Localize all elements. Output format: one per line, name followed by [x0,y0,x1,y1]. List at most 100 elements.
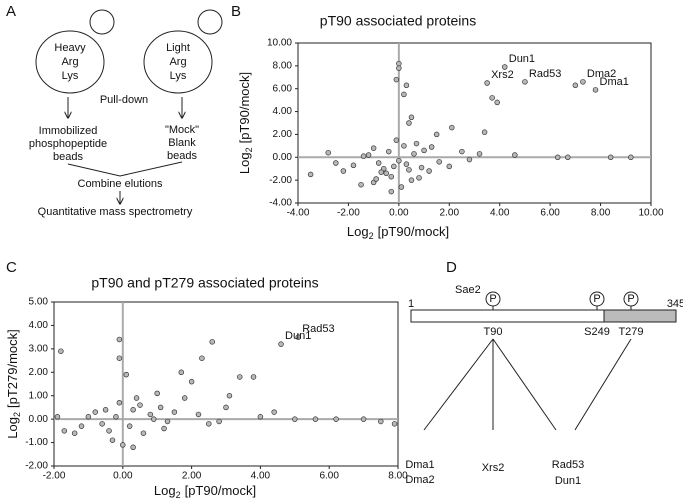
y-tick-label: 2.00 [273,129,293,140]
point [502,64,508,70]
point [61,428,68,434]
panel-label: A [6,3,16,20]
x-tick-label: 4.00 [490,208,510,219]
point-label: Rad53 [302,323,334,335]
point [154,390,160,397]
y-tick-label: -4.00 [269,198,292,209]
plot-frame [53,301,399,467]
point [396,65,402,71]
cell [143,30,213,94]
point [393,137,400,143]
cell-text: Lys [170,70,187,82]
point [401,91,407,98]
step-text: beads [53,151,83,163]
point [391,421,398,427]
point [396,60,402,67]
point [333,416,339,422]
point [123,371,129,378]
point [484,80,490,86]
step-text: Pull-down [100,94,148,106]
residue: 1 [408,298,414,310]
point-label: Xrs2 [491,69,514,81]
point [58,348,64,354]
x-tick-label: 2.00 [440,208,460,219]
cell-text: Heavy [54,42,86,54]
point-label: Dma1 [600,76,629,88]
point [137,402,143,408]
y-tick-label: 8.00 [273,60,293,71]
point [459,148,465,155]
point [116,399,123,406]
point [102,407,109,413]
phospho-site [623,291,639,307]
y-tick-label: -2.00 [25,461,48,472]
point [271,409,277,415]
point [92,409,99,415]
y-tick-label: -2.00 [269,175,292,186]
point [386,148,392,155]
y-tick-label: 2.00 [29,367,49,378]
y-tick-label: 10.00 [267,38,292,49]
point [209,339,215,345]
phospho-site [485,291,501,307]
point [388,173,395,180]
point [130,444,136,451]
point [99,421,105,427]
point [592,87,599,93]
point [449,124,455,131]
point [418,164,425,171]
point [278,341,284,347]
point [421,147,427,154]
point [554,154,561,161]
point [78,423,85,429]
point [325,149,332,156]
point [378,418,384,425]
point [171,409,178,415]
point [164,418,171,425]
point [388,188,395,195]
point [133,395,140,401]
point [565,154,571,161]
point [147,411,154,418]
point [365,152,372,158]
point [446,163,453,170]
target: Xrs2 [482,462,505,474]
y-tick-label: 3.00 [29,343,49,354]
chart-title: pT90 associated proteins [320,13,476,29]
step-text: phosphopeptide [29,138,107,150]
x-tick-label: 6.00 [540,208,560,219]
point-label: Dun1 [285,330,311,342]
point [607,154,614,161]
cell-text: Arg [61,56,78,68]
point-label: Dun1 [509,53,535,65]
point [512,152,518,158]
x-tick-label: 10.00 [638,208,663,219]
point [406,120,412,126]
protein-region [603,309,677,323]
phospho-text: P [627,293,634,305]
point [428,144,435,150]
point [373,176,379,182]
chart-title: pT90 and pT279 associated proteins [91,275,318,291]
point [140,430,147,436]
point [398,184,405,190]
axis-label: Log2 [pT90/mock] [154,483,256,500]
y-tick-label: 6.00 [273,83,293,94]
point [312,416,319,422]
y-tick-label: 5.00 [29,297,49,308]
residue: 345 [667,298,683,310]
target: Dma1 [405,459,434,471]
site-label: T90 [484,326,503,338]
axis-label: Log2 [pT90/mock] [237,72,254,174]
x-tick-label: 4.00 [251,471,271,482]
point [522,79,528,85]
axis-label-part: Log [5,417,20,439]
point [494,99,500,106]
point [250,374,257,380]
panel-d: Sae2 1 345 P P P T90 S249 T279 Dma1 Dma2 [405,284,683,487]
point [195,411,202,418]
panel-label: D [446,259,457,276]
point [360,416,367,422]
axis-label-part: Log [154,483,176,498]
point [130,407,136,413]
